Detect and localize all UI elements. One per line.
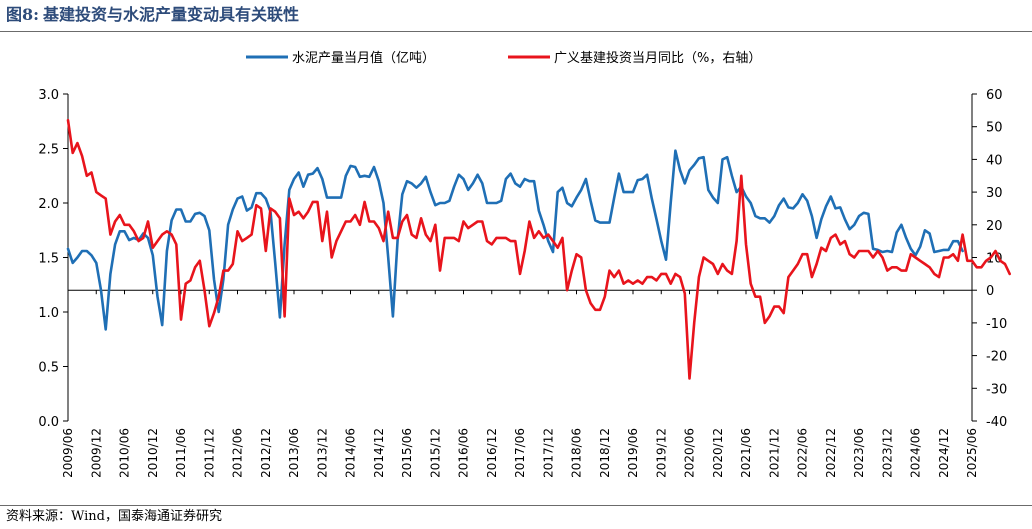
x-tick-label: 2020/12 bbox=[711, 428, 725, 478]
x-tick-label: 2010/12 bbox=[146, 428, 160, 478]
x-tick-label: 2019/12 bbox=[654, 428, 668, 478]
x-tick-label: 2021/12 bbox=[767, 428, 781, 478]
x-tick-label: 2023/06 bbox=[852, 428, 866, 478]
left-y-tick-label: 0.0 bbox=[38, 415, 59, 430]
x-tick-label: 2016/06 bbox=[457, 428, 471, 478]
x-tick-label: 2013/06 bbox=[287, 428, 301, 478]
x-tick-label: 2012/12 bbox=[259, 428, 273, 478]
chart: 水泥产量当月值（亿吨） 广义基建投资当月同比（%，右轴） 0.0 0.5 1.0 1.5… bbox=[38, 50, 1012, 478]
figure-title: 图8: 基建投资与水泥产量变动具有关联性 bbox=[6, 3, 299, 27]
x-tick-label: 2016/12 bbox=[485, 428, 499, 478]
right-y-tick-label: -30 bbox=[986, 382, 1007, 397]
x-tick-label: 2014/06 bbox=[344, 428, 358, 478]
x-tick-label: 2019/06 bbox=[626, 428, 640, 478]
x-tick-label: 2022/06 bbox=[796, 428, 810, 478]
right-y-tick-label: 0 bbox=[986, 284, 994, 299]
x-tick-label: 2024/12 bbox=[937, 428, 951, 478]
series-line-2 bbox=[66, 118, 1012, 380]
x-tick-label: 2011/12 bbox=[202, 428, 216, 478]
left-y-tick-label: 2.0 bbox=[38, 197, 59, 212]
x-tick-label: 2020/06 bbox=[683, 428, 697, 478]
right-y-tick-label: -40 bbox=[986, 415, 1007, 430]
x-tick-label: 2021/06 bbox=[739, 428, 753, 478]
left-y-tick-label: 3.0 bbox=[38, 88, 59, 103]
right-y-tick-label: 20 bbox=[986, 219, 1003, 234]
x-tick-label: 2015/06 bbox=[400, 428, 414, 478]
legend-label-1: 水泥产量当月值（亿吨） bbox=[292, 50, 435, 66]
left-y-tick-label: 1.5 bbox=[38, 252, 59, 267]
right-y-tick-label: -20 bbox=[986, 350, 1007, 365]
x-tick-label: 2009/12 bbox=[89, 428, 103, 478]
x-tick-label: 2010/06 bbox=[118, 428, 132, 478]
x-tick-label: 2025/06 bbox=[965, 428, 979, 478]
left-y-tick-label: 2.5 bbox=[38, 143, 59, 158]
series-layer bbox=[66, 118, 1012, 380]
right-y-tick-label: 40 bbox=[986, 153, 1003, 168]
left-y-tick-label: 1.0 bbox=[38, 306, 59, 321]
x-tick-label: 2017/06 bbox=[513, 428, 527, 478]
x-tick-label: 2009/06 bbox=[61, 428, 75, 478]
x-tick-label: 2012/06 bbox=[231, 428, 245, 478]
x-tick-label: 2014/12 bbox=[372, 428, 386, 478]
x-tick-label: 2011/06 bbox=[174, 428, 188, 478]
source-divider bbox=[0, 505, 1032, 506]
x-tick-label: 2018/06 bbox=[570, 428, 584, 478]
x-tick-label: 2018/12 bbox=[598, 428, 612, 478]
figure-title-text: 基建投资与水泥产量变动具有关联性 bbox=[43, 5, 300, 24]
right-y-tick-label: -10 bbox=[986, 317, 1007, 332]
right-y-tick-label: 50 bbox=[986, 121, 1003, 136]
left-y-tick-label: 0.5 bbox=[38, 361, 59, 376]
x-tick-label: 2023/12 bbox=[880, 428, 894, 478]
right-y-tick-label: 60 bbox=[986, 88, 1003, 103]
legend-label-2: 广义基建投资当月同比（%，右轴） bbox=[554, 50, 761, 66]
x-tick-label: 2024/06 bbox=[909, 428, 923, 478]
x-tick-label: 2013/12 bbox=[315, 428, 329, 478]
x-tick-label: 2015/12 bbox=[428, 428, 442, 478]
right-y-tick-label: 30 bbox=[986, 186, 1003, 201]
legend: 水泥产量当月值（亿吨） 广义基建投资当月同比（%，右轴） bbox=[246, 50, 761, 66]
figure-number: 图8: bbox=[6, 5, 40, 24]
x-tick-label: 2022/12 bbox=[824, 428, 838, 478]
source-note: 资料来源：Wind，国泰海通证券研究 bbox=[6, 509, 222, 524]
axes: 0.00.51.01.52.02.53.0-40-30-20-100102030… bbox=[38, 88, 1007, 478]
title-divider bbox=[0, 31, 1032, 32]
x-tick-label: 2017/12 bbox=[541, 428, 555, 478]
